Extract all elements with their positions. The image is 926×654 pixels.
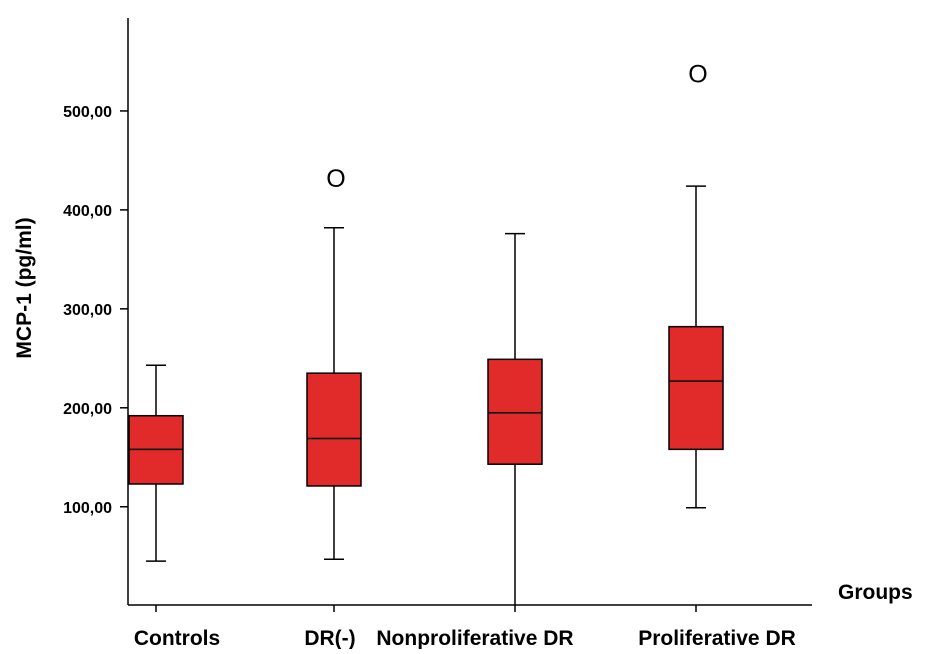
outlier-marker: O: [326, 165, 345, 193]
y-tick-label: 400,00: [63, 203, 112, 220]
x-tick-group: Controls DR(-) Nonproliferative DR Prolifer…: [134, 605, 796, 650]
iqr-box: [668, 325, 724, 451]
y-tick-label: 500,00: [63, 104, 112, 121]
x-axis-title: Groups: [838, 581, 913, 604]
x-category-label: DR(-): [304, 627, 355, 649]
box-2: O: [306, 165, 362, 560]
y-tick-label: 100,00: [63, 500, 112, 517]
box-group: OO: [128, 60, 724, 606]
y-tick-label: 300,00: [63, 302, 112, 319]
box-3: [487, 232, 543, 606]
x-category-label: Controls: [134, 627, 220, 649]
iqr-box: [306, 372, 362, 487]
box-1: [128, 364, 184, 562]
x-category-label: Nonproliferative DR: [376, 627, 573, 649]
y-tick-group: 100,00 200,00 300,00 400,00 500,00: [63, 104, 128, 517]
x-category-label: Proliferative DR: [638, 627, 796, 649]
box-4: O: [668, 60, 724, 509]
iqr-box: [487, 358, 543, 465]
y-tick-label: 200,00: [63, 401, 112, 418]
outlier-marker: O: [688, 60, 707, 88]
y-axis-title: MCP-1 (pg/ml): [13, 217, 36, 358]
